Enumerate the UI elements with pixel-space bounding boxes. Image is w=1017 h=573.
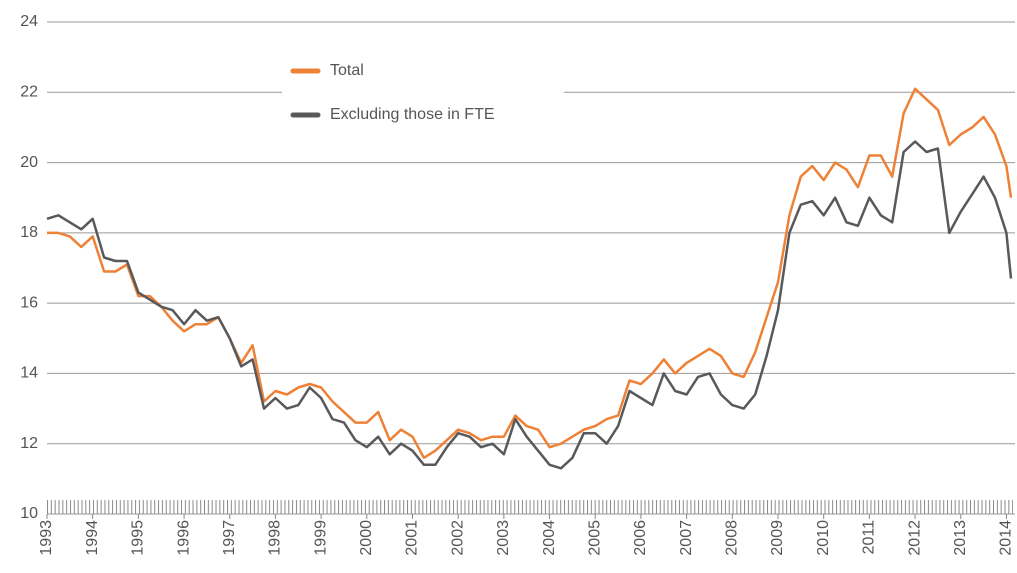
x-tick-label: 2002 [449,520,466,556]
legend-background [282,58,564,128]
y-tick-label: 22 [20,84,38,101]
x-tick-label: 2013 [952,520,969,556]
x-tick-label: 2004 [541,520,558,556]
x-tick-label: 2011 [861,520,878,555]
y-tick-label: 20 [20,154,38,171]
x-tick-label: 2005 [586,520,603,556]
legend-label: Excluding those in FTE [330,106,495,123]
y-tick-label: 18 [20,224,38,241]
x-tick-label: 1993 [38,520,55,556]
x-tick-label: 1996 [175,520,192,556]
y-tick-label: 12 [20,435,38,452]
y-tick-label: 10 [20,505,38,522]
y-tick-label: 16 [20,294,38,311]
x-tick-label: 1995 [130,520,147,556]
legend-label: Total [330,62,364,79]
x-tick-label: 1999 [312,520,329,556]
x-tick-label: 2000 [358,520,375,556]
x-tick-label: 2010 [815,520,832,556]
lines [46,87,1013,470]
x-tick-label: 2006 [632,520,649,556]
legend: Total Excluding those in FTE [290,62,495,123]
y-tick-label: 14 [20,365,38,382]
x-tick-label: 2009 [769,520,786,556]
x-tick-label: 2012 [906,520,923,556]
x-tick-label: 2003 [495,520,512,556]
minor-ticks [47,500,1013,514]
x-tick-label: 1998 [267,520,284,556]
series-line [46,140,1013,470]
x-tick-label: 1994 [84,520,101,556]
x-tick-label: 2007 [678,520,695,556]
x-tick-label: 1997 [221,520,238,556]
y-tick-label: 24 [20,13,38,30]
x-tick-label: 2014 [998,520,1015,556]
x-tick-label: 2008 [724,520,741,556]
x-tick-label: 2001 [404,520,421,556]
grid: 10 12 14 16 18 20 22 24 1993 1994 1995 1996 1997 1998… [20,13,1015,556]
series-line [47,87,1013,460]
